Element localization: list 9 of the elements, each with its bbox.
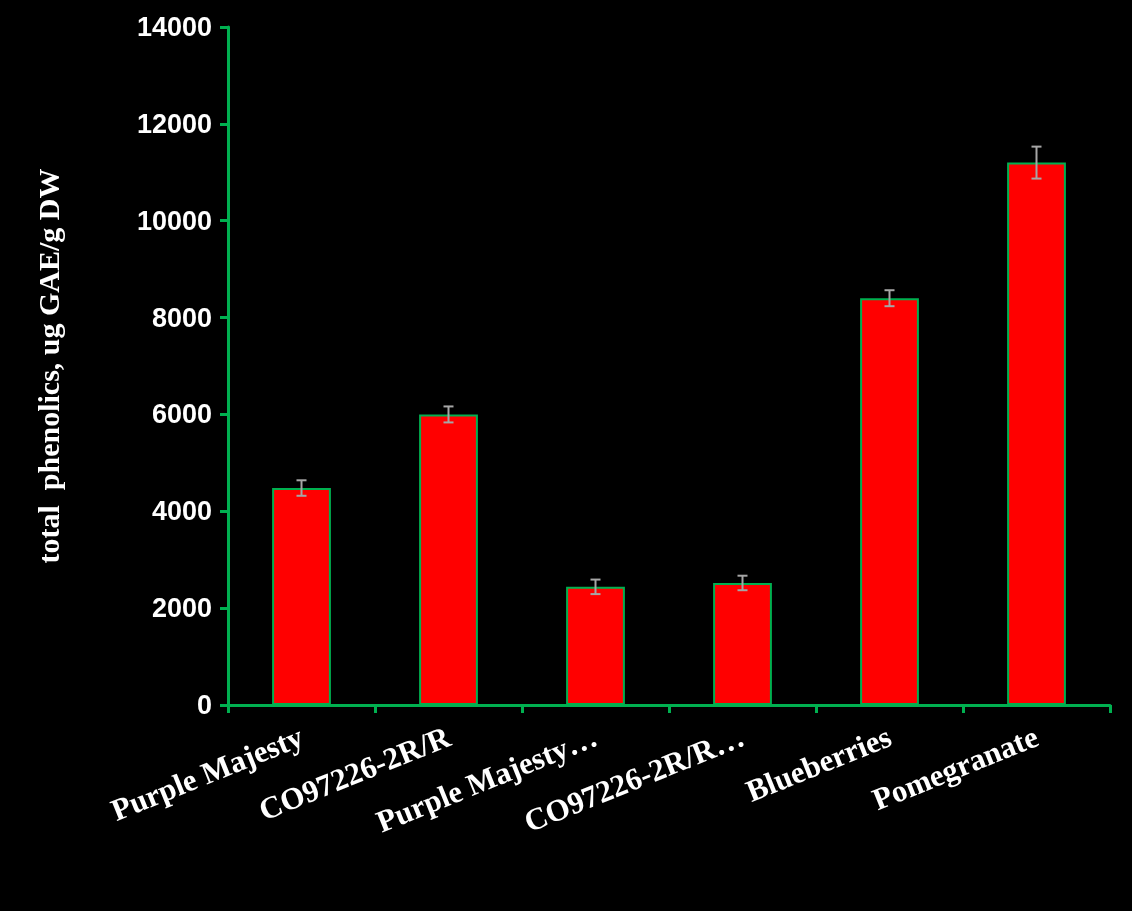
y-tick-label: 10000 <box>136 205 212 236</box>
y-tick-label: 0 <box>196 690 212 720</box>
y-tick-label: 6000 <box>151 399 212 430</box>
y-tick-label: 14000 <box>136 12 212 42</box>
y-tick-label: 12000 <box>136 108 212 139</box>
y-tick-label: 4000 <box>151 496 212 527</box>
y-tick-label: 2000 <box>151 593 212 624</box>
y-tick-label: 8000 <box>151 302 212 333</box>
y-axis-title: total phenolics, ug GAE/g DW <box>31 168 65 564</box>
